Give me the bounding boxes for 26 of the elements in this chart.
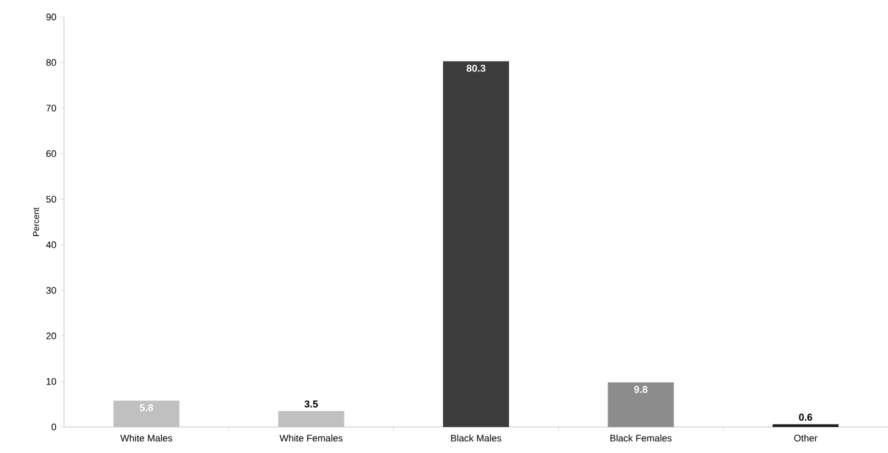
y-tick-label: 10 [46, 378, 56, 385]
y-tick-label: 40 [46, 241, 56, 248]
x-tick-label: Black Males [451, 434, 502, 442]
x-tick-label: Black Females [610, 434, 672, 442]
y-tick-label: 20 [46, 332, 56, 340]
y-tick-label: 80 [46, 59, 56, 66]
data-label: 3.5 [304, 400, 318, 408]
y-tick-label: 60 [46, 150, 56, 158]
y-tick-label: 30 [46, 286, 56, 294]
bar [772, 424, 839, 427]
data-label: 5.8 [140, 404, 154, 412]
bar [608, 382, 674, 427]
x-tick-label: White Males [120, 434, 172, 442]
y-tick-label: 0 [52, 424, 56, 430]
x-tick-label: Other [794, 434, 818, 442]
x-tick-label: White Females [280, 434, 343, 442]
y-tick-label: 50 [46, 196, 56, 203]
bar [278, 411, 344, 427]
y-tick-label: 70 [46, 104, 56, 112]
data-label: 0.6 [799, 414, 812, 421]
bar [443, 61, 510, 427]
y-tick-label: 90 [46, 14, 56, 20]
bar [113, 400, 180, 427]
y-axis-title: Percent [33, 207, 40, 236]
data-label: 9.8 [634, 386, 648, 393]
data-label: 80.3 [466, 64, 486, 72]
